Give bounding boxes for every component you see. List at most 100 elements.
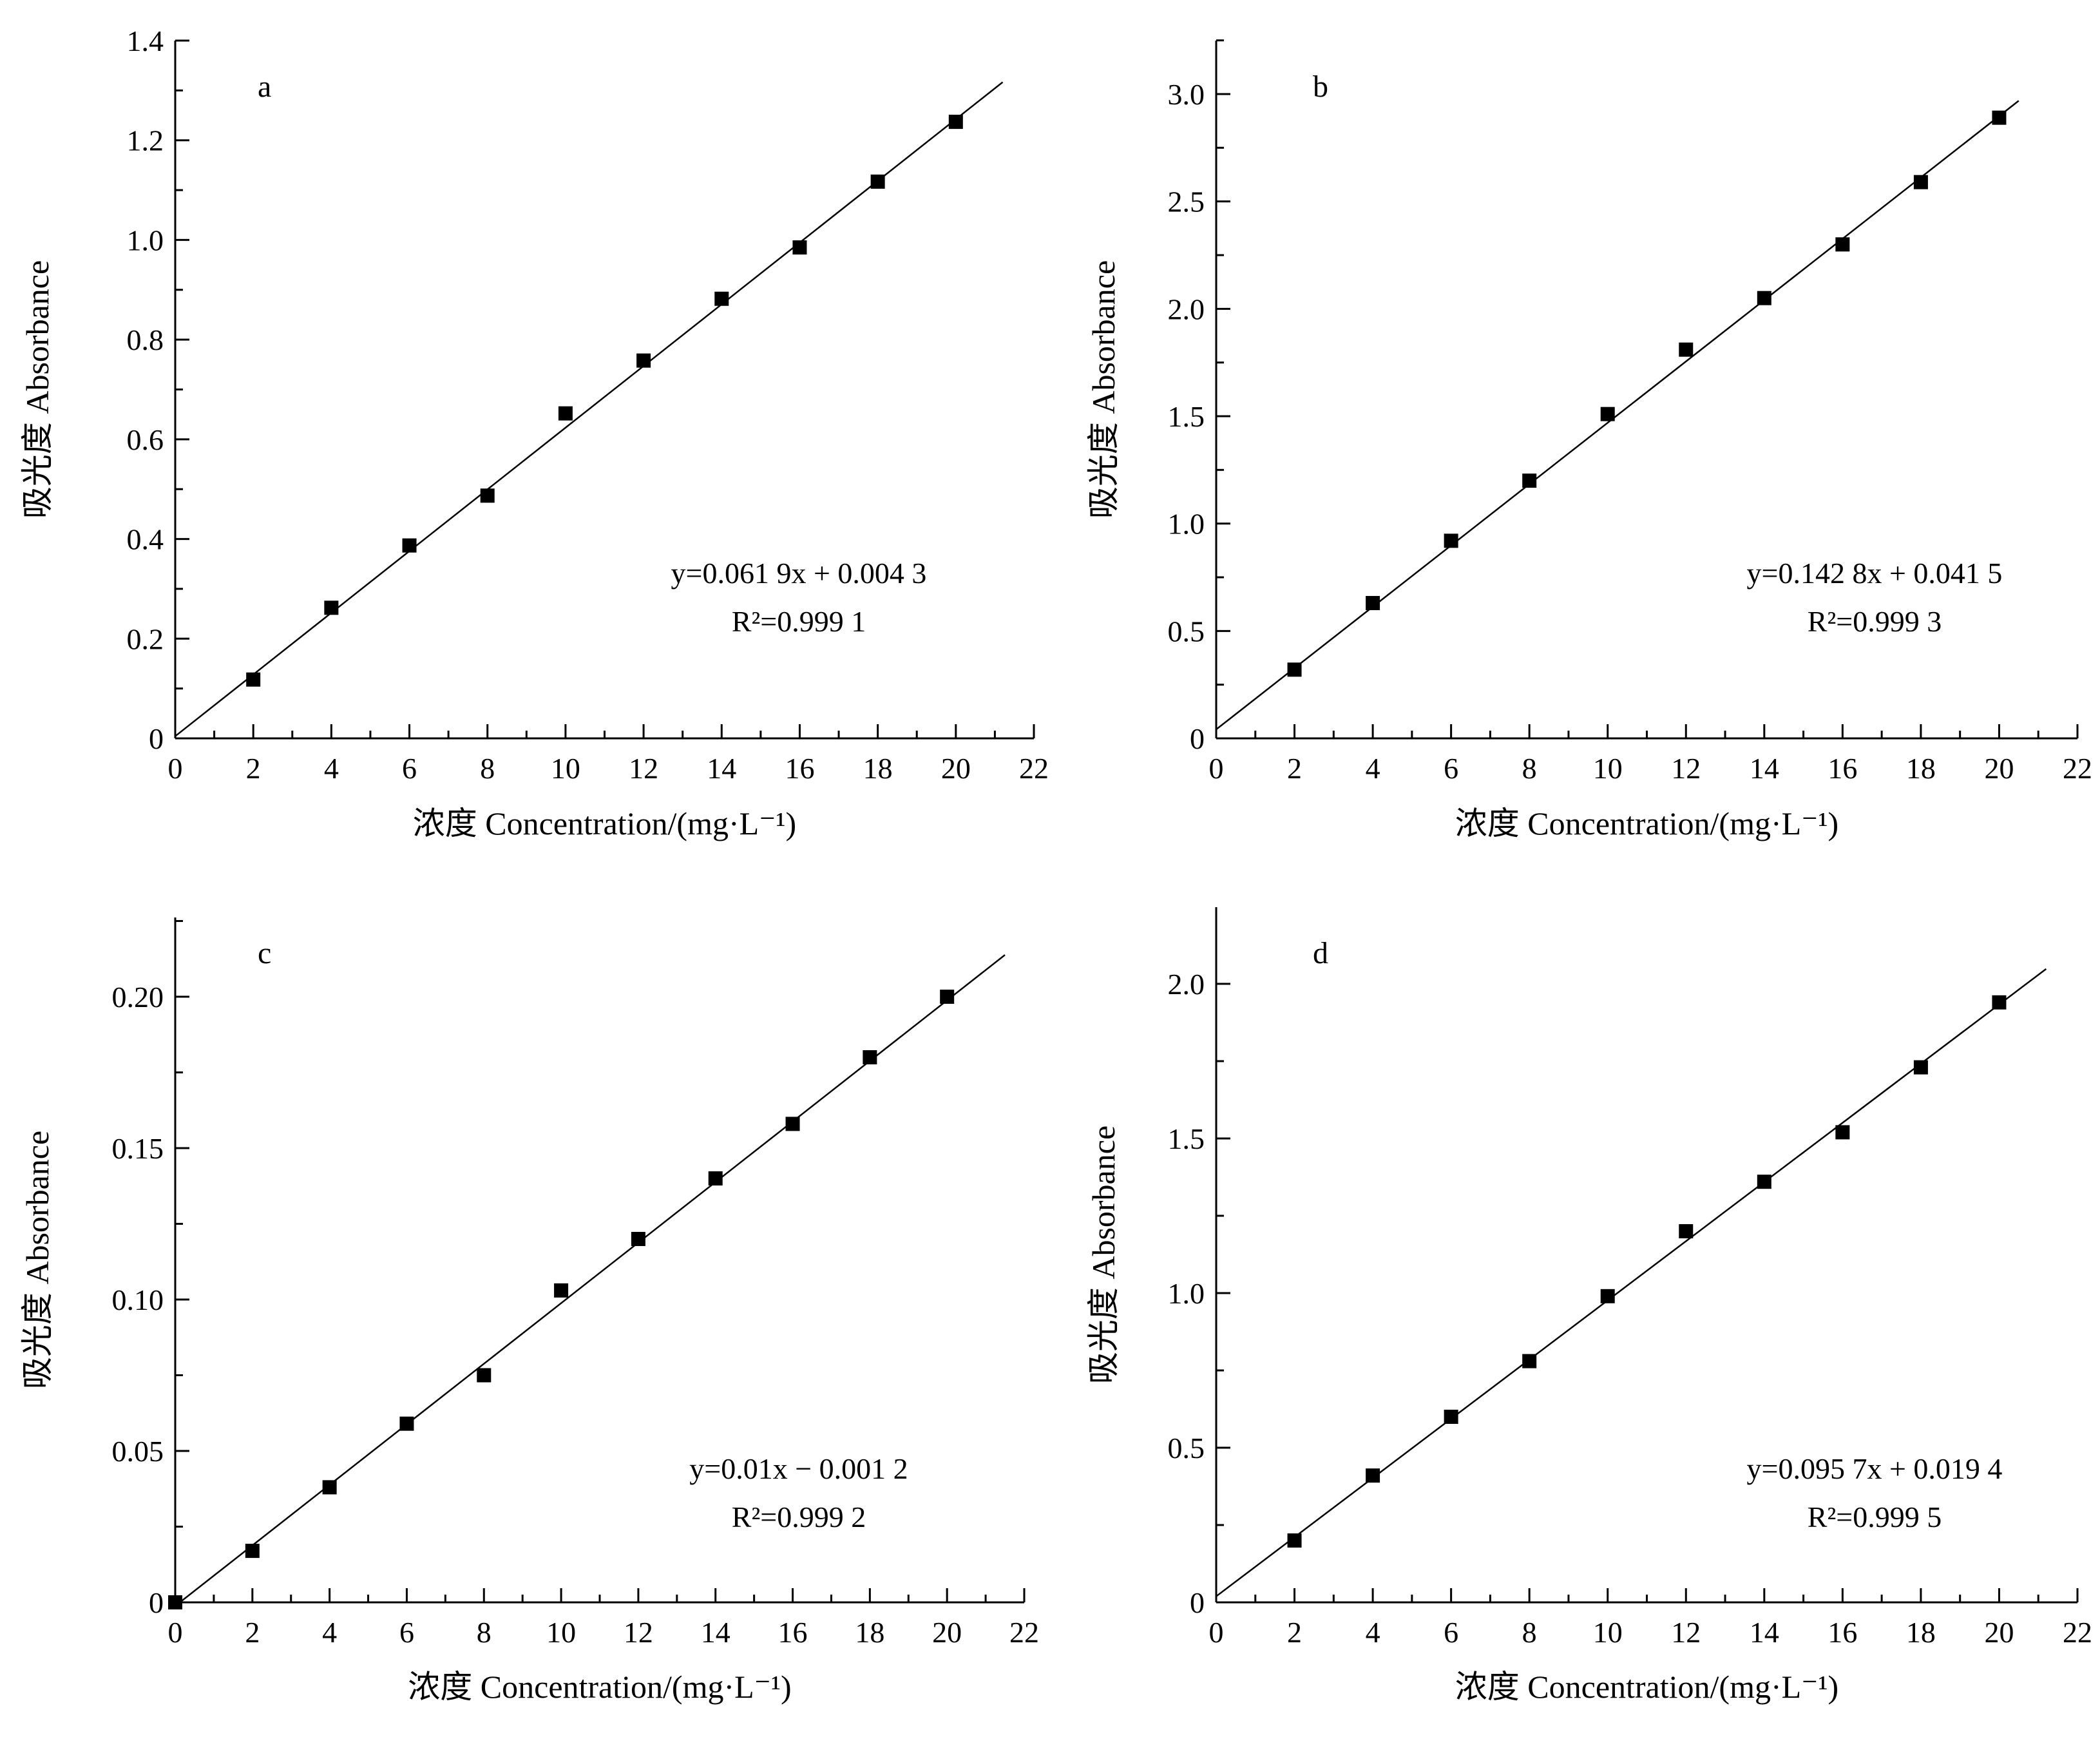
- panel-a-x-tick-label: 6: [402, 752, 417, 785]
- panel-d-x-tick-label: 18: [1906, 1616, 1936, 1649]
- panel-d-x-tick-label: 6: [1444, 1616, 1458, 1649]
- panel-d-x-tick-label: 22: [2063, 1616, 2092, 1649]
- panel-b-x-tick-label: 0: [1209, 752, 1224, 785]
- panel-c-fit-line: [179, 954, 1006, 1603]
- panel-c-x-tick-label: 16: [778, 1616, 808, 1649]
- panel-b-data-point: [1913, 175, 1928, 189]
- panel-d-x-tick-label: 8: [1522, 1616, 1537, 1649]
- panel-d-x-tick-label: 4: [1366, 1616, 1380, 1649]
- panel-b-x-tick-label: 2: [1287, 752, 1302, 785]
- panel-b-data-point: [1757, 291, 1771, 305]
- panel-d-data-point: [1757, 1175, 1771, 1189]
- panel-a-data-point: [870, 174, 885, 189]
- panel-d-y-tick-label: 2.0: [1168, 968, 1205, 1001]
- panel-c-x-tick-label: 14: [701, 1616, 730, 1649]
- panel-a-y-tick-label: 0: [149, 722, 164, 755]
- panel-a-x-axis-title: 浓度 Concentration/(mg·L⁻¹): [413, 805, 796, 841]
- panel-b-x-tick-label: 4: [1366, 752, 1380, 785]
- panel-b-y-tick-label: 3.0: [1168, 78, 1205, 111]
- panel-b-y-tick-label: 1.5: [1168, 400, 1205, 433]
- panel-a-y-tick-label: 0.8: [127, 323, 164, 356]
- panel-c-x-tick-label: 20: [932, 1616, 962, 1649]
- panel-a-x-tick-label: 0: [168, 752, 183, 785]
- panel-a-data-point: [636, 353, 651, 368]
- panel-d-data-point: [1366, 1468, 1380, 1483]
- panel-d-data-point: [1600, 1289, 1615, 1303]
- panel-c-x-axis-title: 浓度 Concentration/(mg·L⁻¹): [408, 1669, 791, 1705]
- panel-d-y-tick-label: 1.0: [1168, 1277, 1205, 1310]
- panel-a-y-axis-title: 吸光度 Absorbance: [19, 260, 55, 519]
- panel-b-x-tick-label: 8: [1522, 752, 1537, 785]
- panel-a-y-tick-label: 1.2: [127, 124, 164, 157]
- panel-a-fit-line: [175, 81, 1004, 737]
- panel-d-x-tick-label: 0: [1209, 1616, 1224, 1649]
- panel-b-data-point: [1835, 237, 1850, 252]
- panel-d-x-tick-label: 16: [1828, 1616, 1857, 1649]
- panel-c-x-tick-label: 18: [855, 1616, 884, 1649]
- panel-b-fit-line: [1216, 100, 2019, 731]
- panel-d-data-point: [1522, 1354, 1537, 1368]
- panel-b-x-tick-label: 20: [1984, 752, 2014, 785]
- panel-a-data-point: [558, 406, 573, 421]
- panel-d-x-tick-label: 14: [1750, 1616, 1779, 1649]
- panel-c-y-tick-label: 0: [149, 1586, 164, 1619]
- panel-b-y-tick-label: 1.0: [1168, 508, 1205, 541]
- panel-c-data-point: [168, 1595, 182, 1609]
- panel-c-x-tick-label: 2: [245, 1616, 260, 1649]
- panel-b-x-tick-label: 14: [1750, 752, 1779, 785]
- panel-b-data-point: [1522, 474, 1537, 488]
- panel-d-data-point: [1992, 995, 2007, 1010]
- panel-b-equation: y=0.142 8x + 0.041 5: [1747, 557, 2003, 590]
- panel-c-data-point: [863, 1050, 877, 1064]
- panel-a-x-tick-label: 14: [707, 752, 736, 785]
- panel-b-x-axis-title: 浓度 Concentration/(mg·L⁻¹): [1455, 805, 1838, 841]
- panel-a-x-tick-label: 20: [941, 752, 971, 785]
- panel-d-label: d: [1313, 936, 1328, 970]
- panel-d-y-tick-label: 0: [1190, 1586, 1205, 1619]
- panel-a-data-point: [792, 240, 807, 255]
- panel-d-data-point: [1679, 1224, 1694, 1238]
- panel-c-data-point: [477, 1368, 492, 1383]
- panel-c-data-point: [631, 1232, 645, 1246]
- panel-b-data-point: [1600, 407, 1615, 421]
- panel-a-x-tick-label: 18: [863, 752, 893, 785]
- panel-a-y-tick-label: 0.2: [127, 622, 164, 655]
- panel-c-label: c: [258, 936, 271, 970]
- panel-d-x-tick-label: 20: [1984, 1616, 2014, 1649]
- panel-b-y-tick-label: 0.5: [1168, 615, 1205, 648]
- panel-c-y-tick-label: 0.05: [112, 1435, 164, 1468]
- panel-c-y-tick-label: 0.10: [112, 1283, 164, 1316]
- panel-c-x-tick-label: 0: [168, 1616, 183, 1649]
- panel-b-data-point: [1444, 533, 1458, 548]
- panel-b-label: b: [1313, 70, 1328, 104]
- panel-a-x-tick-label: 4: [324, 752, 339, 785]
- panel-d-data-point: [1287, 1533, 1302, 1548]
- panel-b-y-tick-label: 2.5: [1168, 186, 1205, 218]
- panel-a-data-point: [480, 488, 495, 503]
- panel-a-y-tick-label: 1.0: [127, 224, 164, 256]
- panel-a-label: a: [258, 70, 271, 104]
- panel-b-x-tick-label: 16: [1828, 752, 1857, 785]
- panel-b-data-point: [1287, 662, 1302, 677]
- panel-d-data-point: [1444, 1410, 1458, 1424]
- panel-a-data-point: [714, 291, 729, 306]
- panel-a-x-tick-label: 10: [551, 752, 580, 785]
- panel-b-data-point: [1679, 342, 1694, 357]
- panel-d-equation: y=0.095 7x + 0.019 4: [1747, 1452, 2003, 1485]
- panel-c-x-tick-label: 4: [322, 1616, 337, 1649]
- panel-b-y-tick-label: 0: [1190, 722, 1205, 755]
- panel-c-x-tick-label: 22: [1009, 1616, 1039, 1649]
- panel-c-data-point: [554, 1283, 569, 1298]
- panel-c-y-axis-title: 吸光度 Absorbance: [19, 1131, 55, 1389]
- panel-d-x-tick-label: 2: [1287, 1616, 1302, 1649]
- panel-a-data-point: [324, 600, 339, 615]
- panel-b-x-tick-label: 22: [2063, 752, 2092, 785]
- panel-d-data-point: [1913, 1060, 1928, 1075]
- panel-d-y-tick-label: 1.5: [1168, 1122, 1205, 1155]
- panel-b-y-axis-title: 吸光度 Absorbance: [1085, 260, 1122, 519]
- panel-c-equation: y=0.01x − 0.001 2: [689, 1452, 908, 1485]
- panel-b-x-tick-label: 18: [1906, 752, 1936, 785]
- panel-b-x-tick-label: 6: [1444, 752, 1458, 785]
- panel-d-y-axis-title: 吸光度 Absorbance: [1085, 1126, 1122, 1384]
